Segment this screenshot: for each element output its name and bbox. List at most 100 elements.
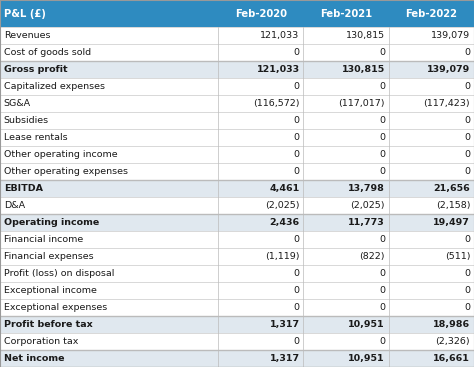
Text: 0: 0 [379,269,385,278]
Text: 0: 0 [379,235,385,244]
Text: 0: 0 [293,286,300,295]
Text: 0: 0 [464,150,470,159]
Bar [0,231,474,248]
Text: 0: 0 [379,150,385,159]
Text: Exceptional income: Exceptional income [4,286,97,295]
Bar [0,180,474,197]
Text: 13,798: 13,798 [348,184,385,193]
Text: (117,017): (117,017) [338,99,385,108]
Bar [0,248,474,265]
Bar [0,112,474,129]
Text: 0: 0 [293,235,300,244]
Bar [0,333,474,350]
Text: (2,158): (2,158) [436,201,470,210]
Text: 0: 0 [293,303,300,312]
Text: Financial expenses: Financial expenses [4,252,93,261]
Text: 139,079: 139,079 [427,65,470,74]
Text: 0: 0 [293,337,300,346]
Text: Feb-2020: Feb-2020 [235,8,287,19]
Text: 1,317: 1,317 [269,354,300,363]
Bar [0,27,474,44]
Text: (2,326): (2,326) [436,337,470,346]
Bar [0,95,474,112]
Text: 0: 0 [379,167,385,176]
Text: (1,119): (1,119) [265,252,300,261]
Text: 139,079: 139,079 [431,31,470,40]
Text: (2,025): (2,025) [350,201,385,210]
Text: 0: 0 [464,82,470,91]
Text: 10,951: 10,951 [348,320,385,329]
Text: P&L (£): P&L (£) [4,8,46,19]
Bar [0,78,474,95]
Text: (511): (511) [445,252,470,261]
Text: 19,497: 19,497 [433,218,470,227]
Text: 0: 0 [293,150,300,159]
Text: 21,656: 21,656 [433,184,470,193]
Text: 16,661: 16,661 [433,354,470,363]
Text: Profit before tax: Profit before tax [4,320,92,329]
Bar [0,265,474,282]
Text: (2,025): (2,025) [265,201,300,210]
Bar [0,197,474,214]
Text: 0: 0 [379,116,385,125]
Text: (117,423): (117,423) [424,99,470,108]
Text: 0: 0 [293,116,300,125]
Text: Revenues: Revenues [4,31,50,40]
Text: 0: 0 [379,48,385,57]
Text: 0: 0 [464,167,470,176]
Text: Cost of goods sold: Cost of goods sold [4,48,91,57]
Bar [0,61,474,78]
Text: Other operating expenses: Other operating expenses [4,167,128,176]
Text: 18,986: 18,986 [433,320,470,329]
Text: 1,317: 1,317 [269,320,300,329]
Bar [0,163,474,180]
Bar [0,214,474,231]
Text: 10,951: 10,951 [348,354,385,363]
Text: Profit (loss) on disposal: Profit (loss) on disposal [4,269,114,278]
Text: 130,815: 130,815 [346,31,385,40]
Text: 0: 0 [293,133,300,142]
Text: Capitalized expenses: Capitalized expenses [4,82,105,91]
Bar [0,146,474,163]
Text: SG&A: SG&A [4,99,31,108]
Text: 0: 0 [379,82,385,91]
Text: Subsidies: Subsidies [4,116,49,125]
Bar [0,129,474,146]
Text: 0: 0 [464,269,470,278]
Text: D&A: D&A [4,201,25,210]
Text: 0: 0 [379,303,385,312]
Text: 0: 0 [379,337,385,346]
Text: 0: 0 [293,167,300,176]
Text: 0: 0 [464,116,470,125]
Text: Lease rentals: Lease rentals [4,133,67,142]
Text: 0: 0 [293,82,300,91]
Bar [0,350,474,367]
Text: 130,815: 130,815 [342,65,385,74]
Bar [0,316,474,333]
Bar [0,282,474,299]
Text: EBITDA: EBITDA [4,184,43,193]
Bar [0,0,474,27]
Text: 0: 0 [464,48,470,57]
Text: 0: 0 [464,235,470,244]
Text: Corporation tax: Corporation tax [4,337,78,346]
Text: 0: 0 [293,269,300,278]
Text: 121,033: 121,033 [260,31,300,40]
Text: Feb-2021: Feb-2021 [320,8,372,19]
Text: 11,773: 11,773 [348,218,385,227]
Text: Operating income: Operating income [4,218,99,227]
Text: 0: 0 [379,286,385,295]
Bar [0,299,474,316]
Text: Feb-2022: Feb-2022 [405,8,457,19]
Text: 0: 0 [379,133,385,142]
Text: 2,436: 2,436 [269,218,300,227]
Text: Other operating income: Other operating income [4,150,118,159]
Text: 0: 0 [464,286,470,295]
Text: 0: 0 [464,303,470,312]
Text: Financial income: Financial income [4,235,83,244]
Text: 0: 0 [293,48,300,57]
Text: (116,572): (116,572) [253,99,300,108]
Bar [0,44,474,61]
Text: 0: 0 [464,133,470,142]
Text: Net income: Net income [4,354,64,363]
